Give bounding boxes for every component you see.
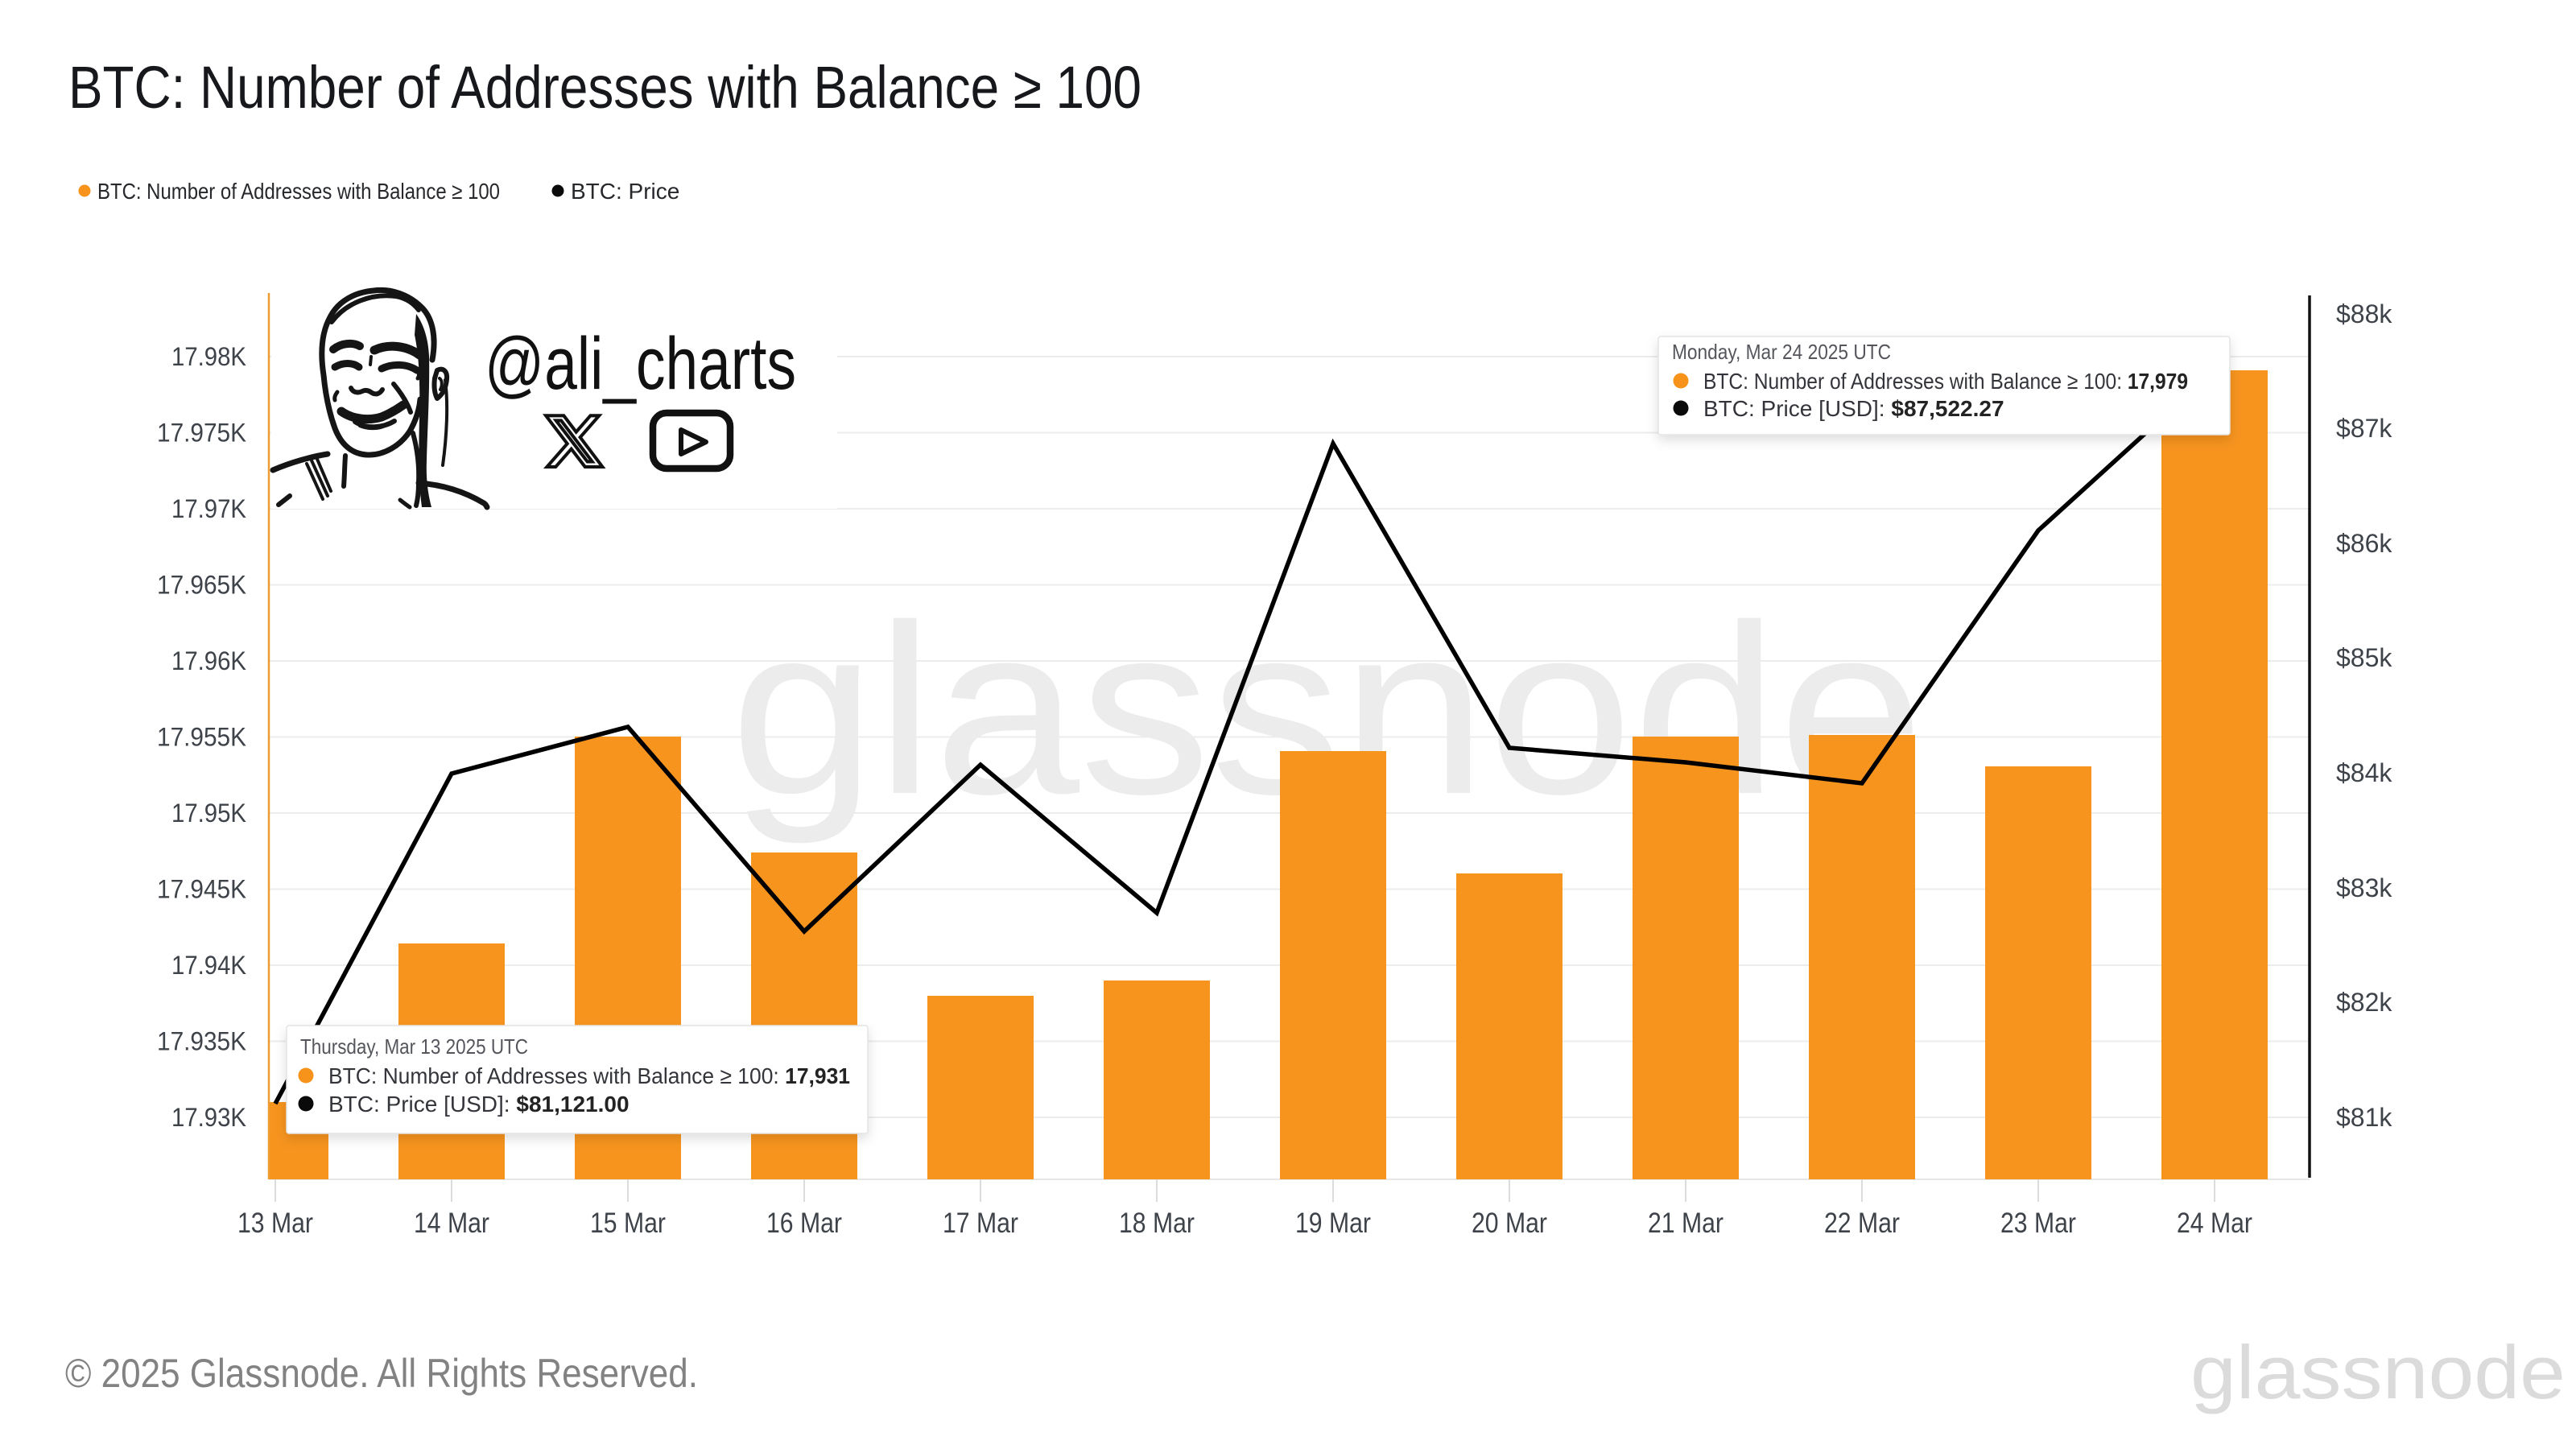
svg-text:17.97K: 17.97K — [171, 494, 246, 523]
svg-text:$86k: $86k — [2336, 529, 2392, 558]
svg-text:17.96K: 17.96K — [171, 646, 246, 675]
svg-text:$88k: $88k — [2336, 299, 2392, 328]
svg-text:17.93K: 17.93K — [171, 1103, 246, 1132]
svg-text:16 Mar: 16 Mar — [766, 1208, 842, 1239]
svg-text:17.945K: 17.945K — [157, 875, 246, 904]
svg-text:17.935K: 17.935K — [157, 1027, 246, 1056]
svg-text:15 Mar: 15 Mar — [590, 1208, 666, 1239]
svg-text:$81k: $81k — [2336, 1103, 2392, 1132]
svg-text:BTC: Number of Addresses with: BTC: Number of Addresses with Balance ≥ … — [1703, 369, 2188, 394]
svg-text:17.965K: 17.965K — [157, 571, 246, 600]
svg-text:17.975K: 17.975K — [157, 419, 246, 448]
svg-text:17.955K: 17.955K — [157, 723, 246, 752]
svg-text:22 Mar: 22 Mar — [1824, 1208, 1900, 1239]
svg-text:Thursday, Mar 13 2025 UTC: Thursday, Mar 13 2025 UTC — [300, 1034, 528, 1059]
svg-text:BTC: Price [USD]: $81,121.00: BTC: Price [USD]: $81,121.00 — [328, 1092, 630, 1117]
svg-text:BTC: Number of Addresses with: BTC: Number of Addresses with Balance ≥ … — [97, 179, 500, 204]
svg-text:© 2025 Glassnode. All Rights R: © 2025 Glassnode. All Rights Reserved. — [65, 1351, 698, 1396]
svg-text:$82k: $82k — [2336, 988, 2392, 1017]
svg-text:17.94K: 17.94K — [171, 951, 246, 980]
svg-text:BTC: Price [USD]: $87,522.27: BTC: Price [USD]: $87,522.27 — [1703, 396, 2004, 421]
svg-text:23 Mar: 23 Mar — [2000, 1208, 2076, 1239]
svg-text:17.98K: 17.98K — [171, 342, 246, 371]
svg-text:$87k: $87k — [2336, 414, 2392, 443]
svg-text:$85k: $85k — [2336, 643, 2392, 672]
svg-text:13 Mar: 13 Mar — [237, 1208, 313, 1239]
svg-text:19 Mar: 19 Mar — [1295, 1208, 1371, 1239]
svg-text:21 Mar: 21 Mar — [1648, 1208, 1724, 1239]
svg-text:BTC: Price: BTC: Price — [571, 179, 679, 204]
svg-text:18 Mar: 18 Mar — [1119, 1208, 1195, 1239]
svg-text:BTC: Number of Addresses with: BTC: Number of Addresses with Balance ≥ … — [68, 54, 1141, 121]
svg-text:$84k: $84k — [2336, 758, 2392, 787]
svg-text:24 Mar: 24 Mar — [2177, 1208, 2252, 1239]
svg-text:17 Mar: 17 Mar — [943, 1208, 1018, 1239]
svg-text:Monday, Mar 24 2025 UTC: Monday, Mar 24 2025 UTC — [1672, 340, 1891, 364]
svg-text:glassnode: glassnode — [2190, 1330, 2566, 1414]
svg-text:20 Mar: 20 Mar — [1472, 1208, 1547, 1239]
svg-text:BTC: Number of Addresses with: BTC: Number of Addresses with Balance ≥ … — [328, 1063, 850, 1088]
svg-text:$83k: $83k — [2336, 873, 2392, 902]
svg-text:14 Mar: 14 Mar — [414, 1208, 489, 1239]
svg-text:@ali_charts: @ali_charts — [485, 323, 796, 405]
svg-text:17.95K: 17.95K — [171, 799, 246, 828]
